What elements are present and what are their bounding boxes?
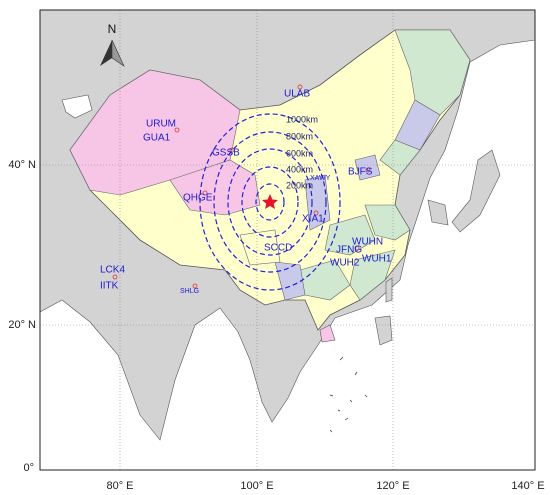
station-label: XAWY <box>310 175 331 182</box>
station-label: SCCD <box>264 243 292 254</box>
ring <box>227 148 313 256</box>
station-dot <box>297 84 303 90</box>
station-label: LCK4 <box>100 265 125 276</box>
lat-label: 0° <box>23 462 34 474</box>
taiwan <box>385 277 393 303</box>
ring-label: 1000km <box>286 114 318 124</box>
station-label: WUHN <box>352 237 383 248</box>
lon-label: 120° E <box>376 480 409 492</box>
ring <box>199 113 341 291</box>
inland-sea <box>61 94 93 119</box>
province <box>274 261 306 301</box>
ring-label: 400km <box>286 164 313 174</box>
province <box>354 154 381 181</box>
ring-label: 200km <box>286 180 313 190</box>
hainan <box>319 324 336 343</box>
north-arrow: N <box>100 22 125 67</box>
islands <box>329 356 368 433</box>
station-label: BJFS <box>348 167 373 178</box>
station-label: IITK <box>100 281 119 292</box>
station-label: SHLG <box>180 288 199 295</box>
korea <box>427 199 449 226</box>
station-dot <box>202 190 208 196</box>
north-label: N <box>108 22 117 36</box>
province <box>379 139 421 176</box>
station-dot <box>365 167 371 173</box>
station-dot <box>174 127 180 133</box>
station-dot <box>354 245 360 251</box>
province <box>239 229 281 266</box>
ring <box>241 166 299 238</box>
station-label: QHGE <box>183 193 213 204</box>
distance-rings <box>199 113 341 291</box>
station-label: GUA1 <box>143 133 171 144</box>
province <box>364 204 411 241</box>
station-dot <box>192 283 198 289</box>
station-label: GSSB <box>212 148 240 159</box>
arrow-right <box>111 39 125 67</box>
lon-label: 80° E <box>106 480 133 492</box>
station-label: URUM <box>146 119 176 130</box>
province <box>349 249 396 301</box>
station-dot <box>229 147 235 153</box>
province <box>304 174 331 231</box>
japan <box>451 149 501 233</box>
philippines <box>374 315 393 346</box>
lon-label: 140° E <box>511 480 544 492</box>
station-label: JFNG <box>336 245 362 256</box>
station-label: WUH1 <box>362 254 392 265</box>
province <box>394 29 471 116</box>
station-dot <box>112 274 118 280</box>
ring-label: 600km <box>286 148 313 158</box>
station-label: ULAB <box>284 89 310 100</box>
station-dot <box>313 210 319 216</box>
ring <box>213 131 327 273</box>
arrow-left <box>100 40 112 66</box>
epicenter <box>262 194 278 209</box>
lat-label: 20° N <box>8 319 36 331</box>
station-label: WUH2 <box>330 258 360 269</box>
province <box>324 214 376 256</box>
lat-label: 40° N <box>8 159 36 171</box>
frame <box>39 9 536 471</box>
station-label: XIA1 <box>302 214 324 225</box>
station-dots <box>112 84 371 289</box>
ring <box>255 183 285 221</box>
lon-label: 100° E <box>240 480 273 492</box>
ring-label: 800km <box>286 131 313 141</box>
